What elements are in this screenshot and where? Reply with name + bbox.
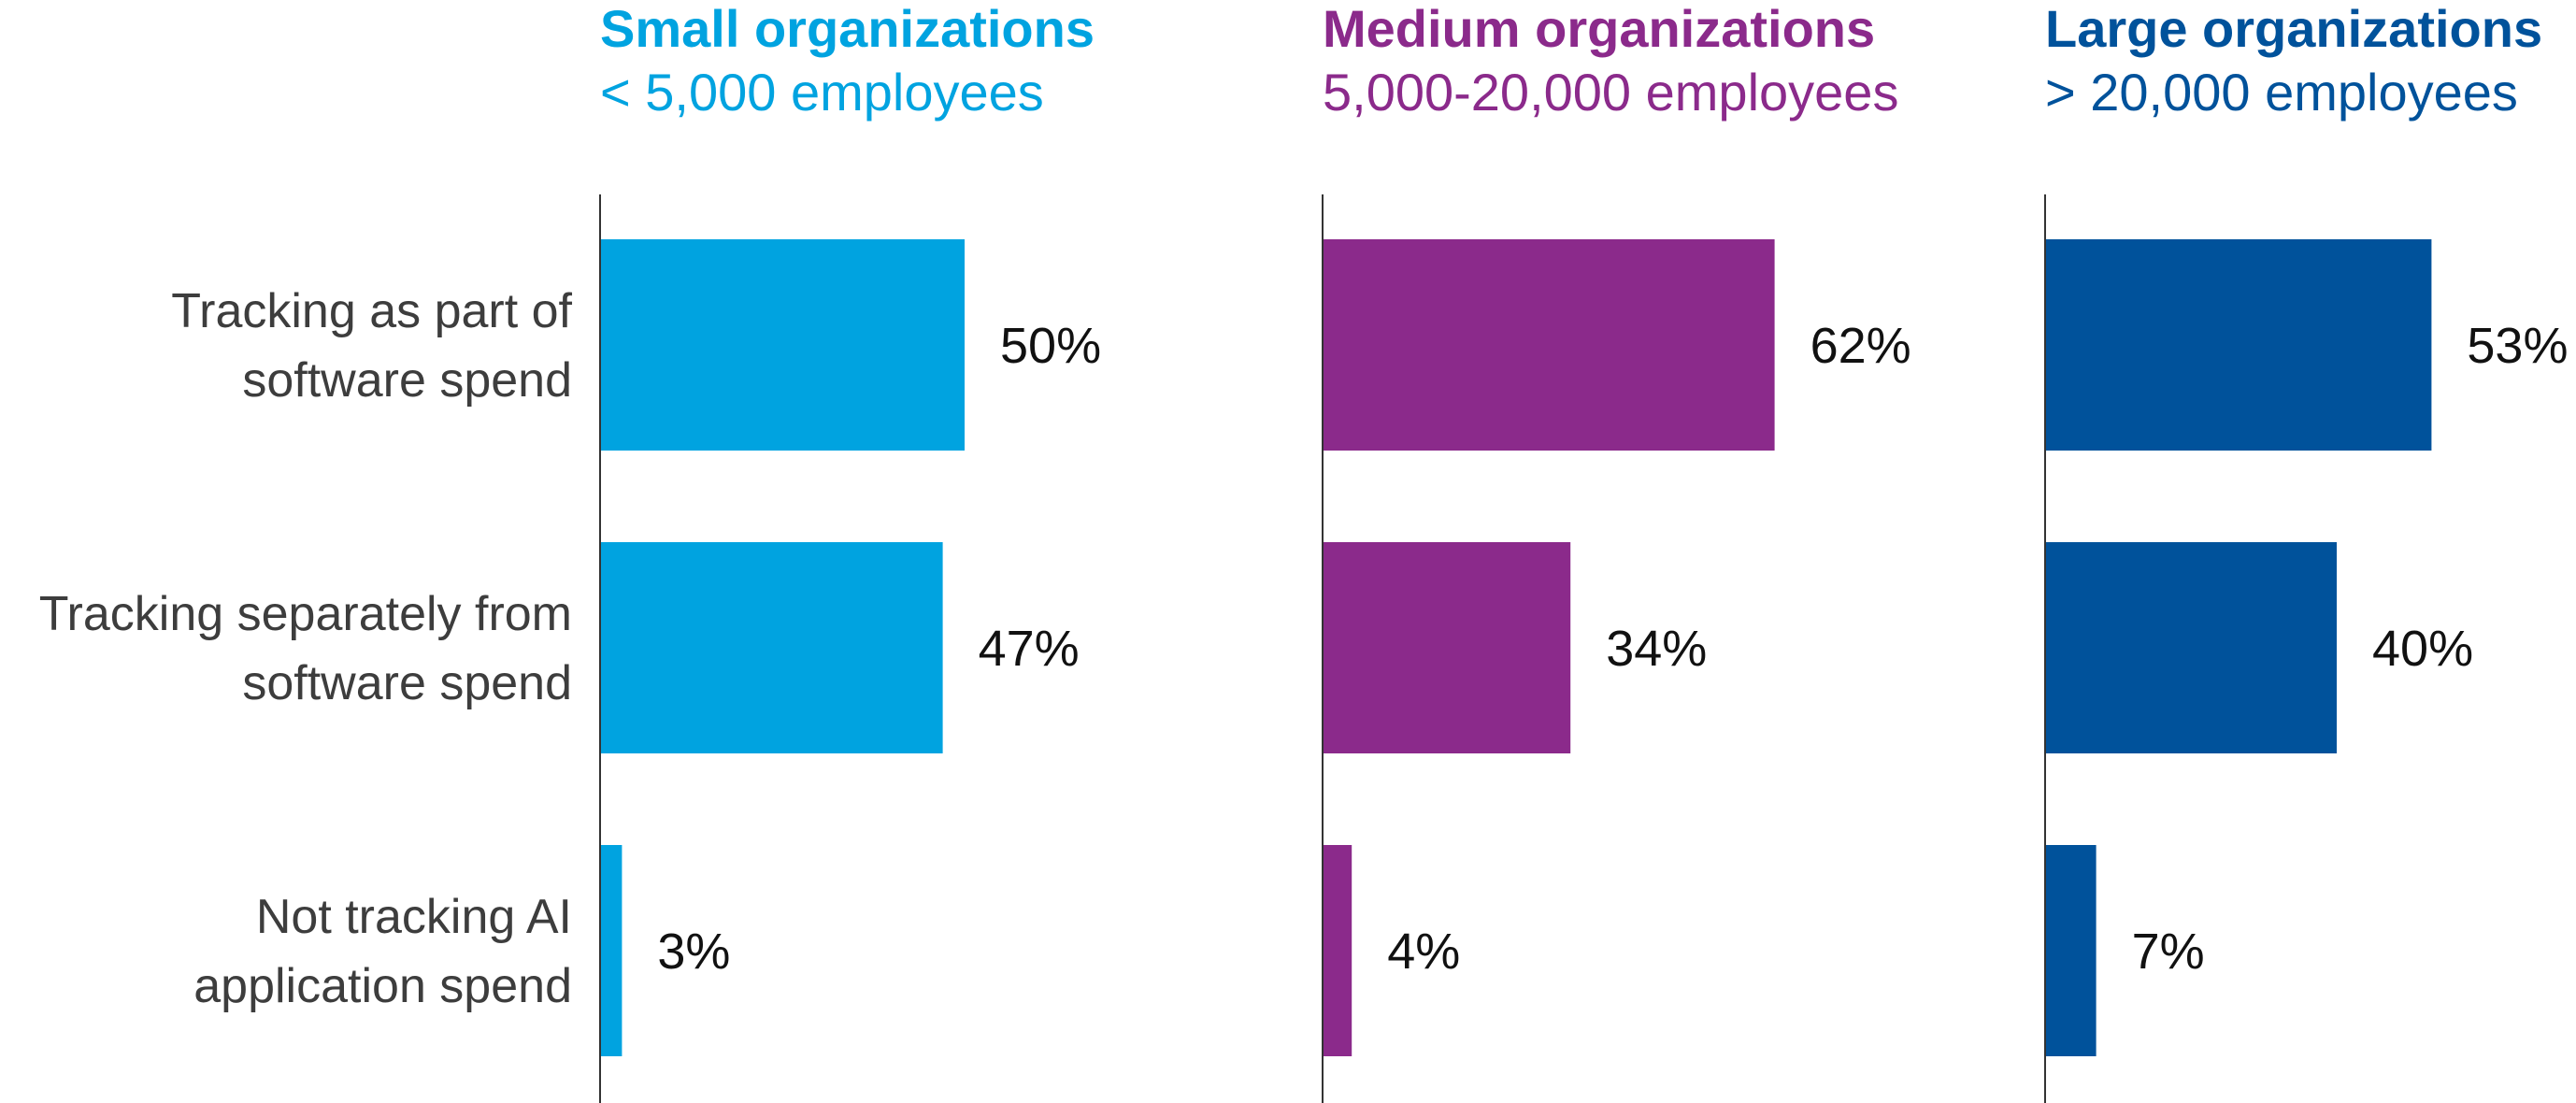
panel-title-small: Small organizations (600, 0, 1095, 58)
value-label-medium-1: 62% (1810, 318, 1911, 374)
category-label-line: software spend (242, 353, 572, 408)
value-label-small-1: 50% (1000, 318, 1101, 374)
panel-subtitle-small: < 5,000 employees (600, 63, 1044, 122)
value-label-small-3: 3% (657, 924, 730, 980)
panel-subtitle-large: > 20,000 employees (2045, 63, 2518, 122)
value-label-medium-3: 4% (1387, 924, 1460, 980)
category-label-1: Tracking as part of software spend (171, 284, 572, 408)
category-label-3: Not tracking AI application spend (193, 890, 572, 1013)
panel-title-medium: Medium organizations (1323, 0, 1875, 58)
category-label-line: application spend (193, 959, 572, 1013)
category-label-line: Tracking as part of (171, 284, 572, 338)
panel-title-large: Large organizations (2045, 0, 2542, 58)
category-label-line: Tracking separately from (39, 587, 572, 641)
value-label-small-2: 47% (979, 621, 1080, 677)
bar-large-1 (2045, 239, 2432, 451)
bar-small-2 (600, 542, 943, 753)
category-label-line: software spend (242, 656, 572, 710)
bar-small-1 (600, 239, 965, 451)
category-label-line: Not tracking AI (256, 890, 572, 944)
bar-medium-2 (1323, 542, 1571, 753)
bar-small-3 (600, 845, 623, 1056)
value-label-medium-2: 34% (1606, 621, 1707, 677)
panel-subtitle-medium: 5,000-20,000 employees (1323, 63, 1898, 122)
bar-medium-1 (1323, 239, 1775, 451)
category-label-2: Tracking separately from software spend (39, 587, 572, 710)
bar-large-3 (2045, 845, 2097, 1056)
value-label-large-3: 7% (2132, 924, 2205, 980)
bar-medium-3 (1323, 845, 1352, 1056)
value-label-large-2: 40% (2372, 621, 2473, 677)
value-label-large-1: 53% (2467, 318, 2568, 374)
bar-large-2 (2045, 542, 2337, 753)
